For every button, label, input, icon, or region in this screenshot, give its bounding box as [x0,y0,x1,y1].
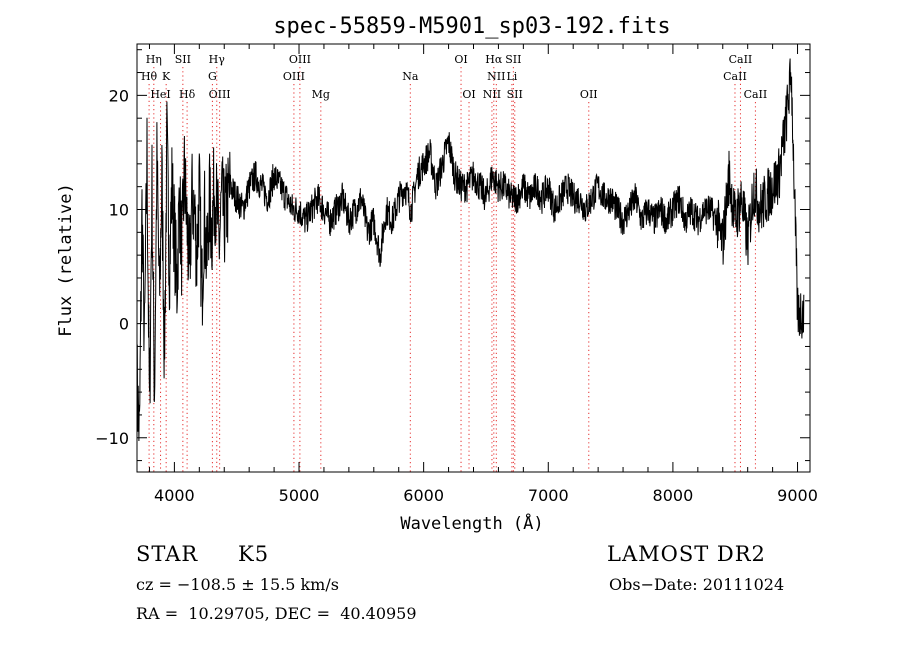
line-marker-label: Hθ [141,70,158,83]
line-marker-label: OI [454,53,467,66]
line-marker-label: OIII [283,70,305,83]
subclass: K5 [238,542,270,566]
line-marker-label: SII [507,88,523,101]
line-marker-label: OII [580,88,598,101]
line-marker-label: Mg [312,88,330,101]
y-axis-label: Flux (relative) [56,183,76,337]
line-marker-label: Hδ [179,88,196,101]
line-marker-label: NII [483,88,501,101]
survey-name: LAMOST DR2 [607,542,766,566]
x-tick-label: 9000 [777,486,818,505]
line-marker-label: OI [462,88,475,101]
line-marker-label: HeI [150,88,170,101]
line-marker-label: CaII [744,88,768,101]
y-tick-label: −10 [95,429,129,448]
x-tick-label: 7000 [528,486,569,505]
y-tick-label: 20 [109,86,129,105]
line-marker-label: OIII [209,88,231,101]
x-tick-label: 5000 [279,486,320,505]
line-marker-label: K [162,70,171,83]
line-marker-label: Hη [146,53,162,66]
line-marker-label: Na [402,70,419,83]
redshift-cz: cz = −108.5 ± 15.5 km/s [136,575,339,594]
x-axis-label: Wavelength (Å) [400,512,543,534]
x-tick-label: 4000 [154,486,195,505]
line-marker-label: Hα [485,53,503,66]
object-class: STAR [136,542,199,566]
line-marker-label: CaII [729,53,753,66]
line-marker-label: G [208,70,217,83]
y-tick-label: 0 [119,315,129,334]
chart-title: spec-55859-M5901_sp03-192.fits [273,14,670,39]
y-tick-label: 10 [109,200,129,219]
spectrum-series [136,58,805,442]
axes: 4000 5000 6000 7000 8000 9000 −10 0 10 20 [95,43,818,505]
spectrum-line [136,58,805,442]
x-tick-label: 6000 [403,486,444,505]
observation-date: Obs−Date: 20111024 [609,575,785,594]
line-marker-label: SII [175,53,191,66]
coordinates: RA = 10.29705, DEC = 40.40959 [136,604,417,623]
line-marker-label: Hγ [209,53,226,66]
line-marker-label: Li [506,70,517,83]
plot-frame [136,43,811,473]
line-marker-label: OIII [289,53,311,66]
x-tick-label: 8000 [653,486,694,505]
line-marker-label: NII [487,70,505,83]
line-marker-label: SII [505,53,521,66]
line-marker-label: CaII [723,70,747,83]
